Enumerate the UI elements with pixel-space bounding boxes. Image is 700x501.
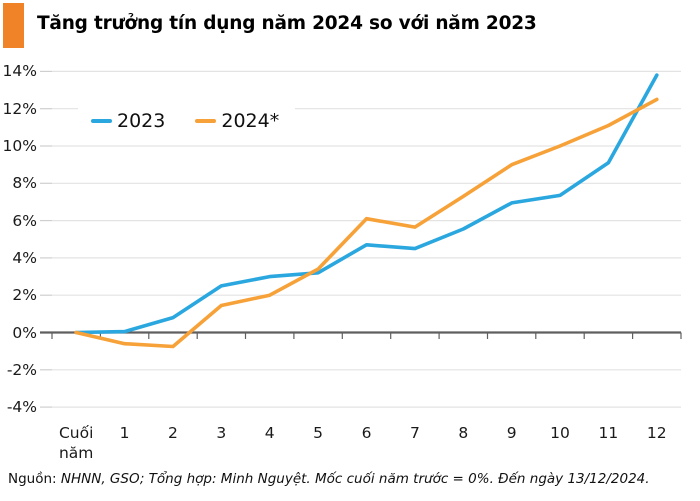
- legend-item-2023: 2023: [91, 110, 165, 132]
- legend: 2023 2024*: [78, 100, 296, 142]
- source-text: NHNN, GSO; Tổng hợp: Minh Nguyệt. Mốc cu…: [56, 471, 650, 487]
- legend-label: 2023: [117, 110, 166, 132]
- source-note: Nguồn: NHNN, GSO; Tổng hợp: Minh Nguyệt.…: [8, 471, 698, 488]
- legend-line-swatch: [91, 119, 112, 123]
- legend-item-2024: 2024*: [195, 110, 279, 132]
- series-line-2023: [74, 73, 659, 335]
- series-line-2024: [74, 97, 659, 349]
- legend-label: 2024*: [221, 110, 280, 132]
- title-accent-bar: [3, 3, 24, 48]
- legend-line-swatch: [195, 119, 217, 123]
- source-label: Nguồn:: [8, 471, 57, 487]
- chart-title: Tăng trưởng tín dụng năm 2024 so với năm…: [37, 13, 537, 34]
